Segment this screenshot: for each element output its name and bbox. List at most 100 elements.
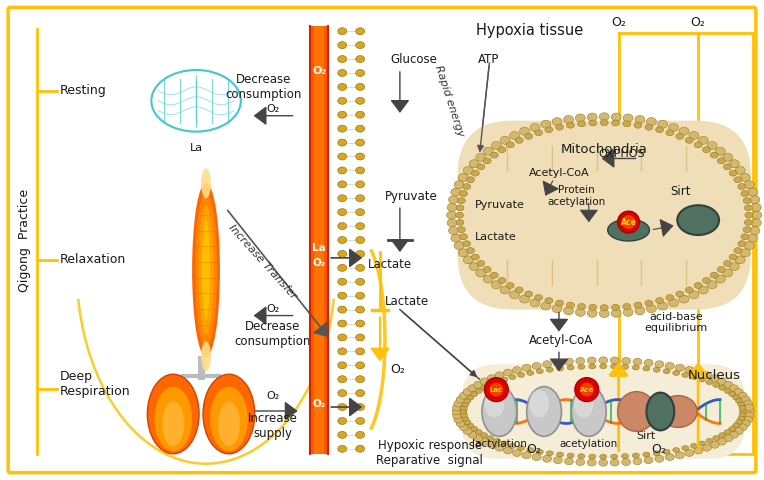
Ellipse shape (452, 412, 461, 419)
Ellipse shape (633, 365, 639, 370)
Text: O₂: O₂ (390, 363, 405, 376)
Ellipse shape (717, 438, 727, 445)
Ellipse shape (663, 369, 670, 374)
Ellipse shape (338, 70, 347, 76)
Ellipse shape (510, 132, 520, 140)
Ellipse shape (356, 320, 364, 327)
Ellipse shape (746, 408, 754, 415)
Ellipse shape (536, 449, 543, 454)
Ellipse shape (463, 428, 472, 434)
Ellipse shape (717, 266, 725, 273)
Ellipse shape (685, 137, 693, 144)
Ellipse shape (734, 248, 742, 253)
Ellipse shape (622, 458, 630, 466)
Ellipse shape (356, 42, 364, 48)
Ellipse shape (338, 223, 347, 229)
Text: Ace: Ace (620, 217, 636, 227)
Ellipse shape (535, 295, 542, 300)
Ellipse shape (707, 281, 717, 288)
Ellipse shape (681, 372, 689, 377)
Ellipse shape (483, 275, 493, 283)
Text: acetylation: acetylation (560, 439, 618, 449)
Ellipse shape (474, 381, 483, 388)
Ellipse shape (723, 269, 733, 277)
Ellipse shape (522, 452, 531, 458)
Ellipse shape (644, 456, 653, 464)
Ellipse shape (461, 406, 468, 410)
Ellipse shape (729, 254, 737, 260)
Ellipse shape (471, 170, 479, 176)
Ellipse shape (741, 191, 749, 196)
Ellipse shape (483, 158, 491, 164)
Ellipse shape (454, 400, 463, 407)
Bar (310, 26, 329, 454)
Ellipse shape (694, 447, 703, 454)
Ellipse shape (471, 426, 478, 432)
Ellipse shape (574, 390, 594, 418)
Ellipse shape (218, 402, 240, 446)
Text: O₂: O₂ (312, 399, 326, 409)
Ellipse shape (653, 451, 660, 456)
Ellipse shape (736, 420, 743, 424)
Ellipse shape (356, 70, 364, 76)
Ellipse shape (476, 269, 486, 277)
Ellipse shape (744, 181, 754, 189)
Ellipse shape (501, 377, 508, 382)
Ellipse shape (490, 272, 498, 278)
Ellipse shape (702, 444, 711, 451)
Ellipse shape (578, 121, 585, 127)
Ellipse shape (689, 132, 699, 140)
Text: Nucleus: Nucleus (688, 369, 741, 382)
Ellipse shape (463, 241, 471, 247)
Ellipse shape (751, 219, 761, 227)
Ellipse shape (751, 204, 761, 211)
Ellipse shape (743, 227, 751, 233)
Ellipse shape (553, 456, 562, 464)
Ellipse shape (447, 219, 457, 227)
Ellipse shape (567, 453, 574, 458)
Ellipse shape (611, 309, 621, 317)
Ellipse shape (702, 372, 711, 379)
Ellipse shape (623, 303, 631, 310)
Ellipse shape (730, 263, 740, 271)
Ellipse shape (338, 306, 347, 313)
Ellipse shape (706, 438, 713, 444)
Ellipse shape (694, 282, 702, 288)
Ellipse shape (679, 127, 689, 135)
Ellipse shape (507, 282, 514, 288)
Ellipse shape (599, 310, 609, 318)
Ellipse shape (575, 308, 585, 316)
Ellipse shape (484, 378, 508, 402)
Text: Lactate: Lactate (385, 295, 429, 308)
Ellipse shape (458, 249, 468, 257)
Ellipse shape (601, 120, 608, 126)
Ellipse shape (461, 416, 469, 421)
Ellipse shape (723, 153, 733, 161)
Ellipse shape (607, 219, 649, 241)
Ellipse shape (338, 84, 347, 90)
Ellipse shape (715, 147, 725, 155)
Ellipse shape (356, 111, 364, 118)
Ellipse shape (356, 251, 364, 257)
Text: O₂: O₂ (312, 258, 326, 268)
Ellipse shape (482, 387, 516, 436)
Ellipse shape (745, 404, 754, 411)
Ellipse shape (617, 392, 656, 432)
Ellipse shape (525, 291, 533, 297)
Ellipse shape (739, 413, 746, 418)
Text: Hypoxic response
Reparative  signal: Hypoxic response Reparative signal (377, 439, 483, 467)
Ellipse shape (467, 423, 474, 428)
Ellipse shape (645, 124, 653, 130)
Ellipse shape (356, 167, 364, 174)
Ellipse shape (673, 371, 680, 375)
Ellipse shape (510, 291, 520, 299)
Ellipse shape (541, 302, 551, 310)
Ellipse shape (356, 390, 364, 396)
Ellipse shape (655, 360, 664, 368)
Ellipse shape (463, 183, 471, 190)
Ellipse shape (724, 388, 731, 394)
Ellipse shape (487, 375, 496, 382)
Ellipse shape (740, 409, 746, 414)
Ellipse shape (451, 234, 461, 242)
Ellipse shape (578, 303, 585, 310)
